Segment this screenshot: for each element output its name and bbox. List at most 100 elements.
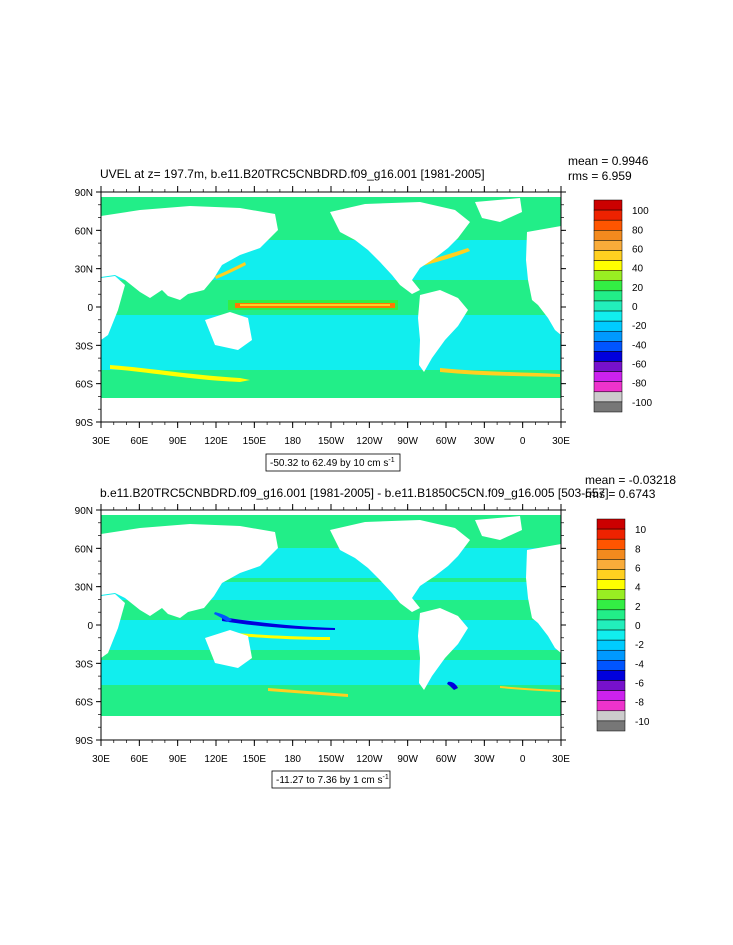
lon-label: 120W (356, 436, 383, 447)
colorbar-label: 8 (635, 544, 641, 555)
colorbar-swatch (593, 391, 623, 403)
colorbar-swatch (596, 639, 626, 651)
panel-1-australia (205, 312, 252, 350)
lat-label: 60N (75, 226, 93, 237)
colorbar-swatch (593, 290, 623, 302)
panel-2-antarctica (101, 716, 561, 740)
panel-2-greenland (475, 516, 522, 540)
lat-label: 30N (75, 265, 93, 276)
panel-1-africa-east (101, 276, 125, 340)
colorbar-swatch (593, 310, 623, 322)
lat-label: 90N (75, 188, 93, 199)
panel-2-rms: rms = 0.6743 (585, 487, 656, 501)
lat-label: 90N (75, 506, 93, 517)
lon-label: 120W (356, 754, 383, 765)
panel-1-eurasia (101, 206, 278, 300)
lon-label: 150W (318, 754, 345, 765)
panel-2-north-america (330, 520, 470, 612)
panel-1-title: UVEL at z= 197.7m, b.e11.B20TRC5CNBDRD.f… (100, 167, 485, 181)
colorbar-label: 40 (632, 264, 644, 275)
colorbar-swatch (593, 341, 623, 352)
panel-2-map (101, 510, 561, 740)
panel-2-africa-west (526, 544, 561, 653)
colorbar-swatch (593, 230, 623, 241)
panel-2-patagonia-negative (447, 681, 458, 690)
colorbar-swatch (593, 371, 623, 382)
panel-1-gulf-stream (420, 248, 470, 266)
lon-label: 90E (169, 436, 187, 447)
lat-label: 90S (75, 736, 93, 747)
colorbar-label: 100 (632, 206, 649, 217)
colorbar-swatch (593, 320, 623, 332)
lat-label: 0 (87, 621, 93, 632)
colorbar-label: 4 (635, 583, 641, 594)
lat-label: 30S (75, 341, 93, 352)
colorbar-swatch (593, 199, 623, 211)
colorbar-label: -80 (632, 379, 647, 390)
panel-1-acc-streak-1 (110, 365, 250, 382)
panel-1-band-southern-ocean (101, 345, 561, 370)
colorbar-swatch (596, 569, 626, 580)
colorbar-swatch (596, 538, 626, 550)
colorbar-label: 20 (632, 283, 644, 294)
lon-label: 150E (243, 436, 267, 447)
lon-label: 30W (474, 754, 495, 765)
colorbar-swatch (596, 629, 626, 641)
lon-label: 60E (130, 436, 148, 447)
lon-label: 30E (92, 436, 110, 447)
colorbar-swatch (596, 690, 626, 701)
panel-1-map (101, 192, 561, 422)
panel-2-lon-axis: 30E 60E 90E 120E 150E 180 150W 120W 90W 60W 30W 0 30… (92, 504, 570, 765)
panel-1: UVEL at z= 197.7m, b.e11.B20TRC5CNBDRD.f… (75, 154, 652, 472)
lon-label: 30E (92, 754, 110, 765)
colorbar-label: -2 (635, 640, 644, 651)
panel-2-africa-east (101, 594, 125, 658)
colorbar-label: -10 (635, 717, 650, 728)
lon-label: 180 (284, 436, 301, 447)
colorbar-swatch (596, 609, 626, 621)
lon-label: 60W (436, 754, 457, 765)
panel-2-south-america (418, 608, 468, 690)
colorbar-label: 6 (635, 563, 641, 574)
colorbar-swatch (596, 549, 626, 560)
colorbar-label: -6 (635, 679, 644, 690)
panel-2-land (101, 510, 561, 740)
colorbar-swatch (596, 670, 626, 681)
panel-2-lat-axis: 90N 60N 30N 0 30S 60S 90S (75, 506, 566, 747)
colorbar-swatch (596, 559, 626, 570)
colorbar-swatch (596, 518, 626, 530)
panel-2-arctic-edge (101, 510, 561, 515)
colorbar-swatch (593, 209, 623, 221)
panel-1-antarctica (101, 398, 561, 422)
panel-1-colorbar: 100 80 60 40 20 0 -20 -40 -60 -80 -100 (593, 199, 652, 413)
colorbar-swatch (593, 280, 623, 292)
lat-label: 30S (75, 659, 93, 670)
colorbar-swatch (596, 660, 626, 671)
panel-2-mean: mean = -0.03218 (585, 473, 676, 487)
panel-2-range-box (271, 770, 391, 789)
lon-label: 150W (318, 436, 345, 447)
lon-label: 150E (243, 754, 267, 765)
colorbar-swatch (593, 351, 623, 362)
colorbar-swatch (593, 219, 623, 231)
colorbar-label: 0 (632, 302, 638, 313)
lon-label: 30E (552, 754, 570, 765)
lat-label: 90S (75, 418, 93, 429)
colorbar-swatch (593, 361, 623, 372)
colorbar-label: 2 (635, 602, 641, 613)
lat-label: 0 (87, 303, 93, 314)
panel-2-title: b.e11.B20TRC5CNBDRD.f09_g16.001 [1981-20… (100, 486, 609, 500)
lon-label: 90W (397, 754, 418, 765)
colorbar-label: 60 (632, 244, 644, 255)
panel-2-eurasia (101, 524, 278, 618)
colorbar-swatch (596, 528, 626, 540)
colorbar-label: 80 (632, 225, 644, 236)
panel-2-band-south-2 (101, 660, 561, 685)
colorbar-swatch (593, 381, 623, 393)
lon-label: 0 (520, 754, 526, 765)
panel-2-australia (205, 630, 252, 668)
panel-1-africa-west (526, 226, 561, 335)
panel-1-range-box (265, 453, 401, 472)
lon-label: 60W (436, 436, 457, 447)
colorbar-swatch (596, 680, 626, 691)
